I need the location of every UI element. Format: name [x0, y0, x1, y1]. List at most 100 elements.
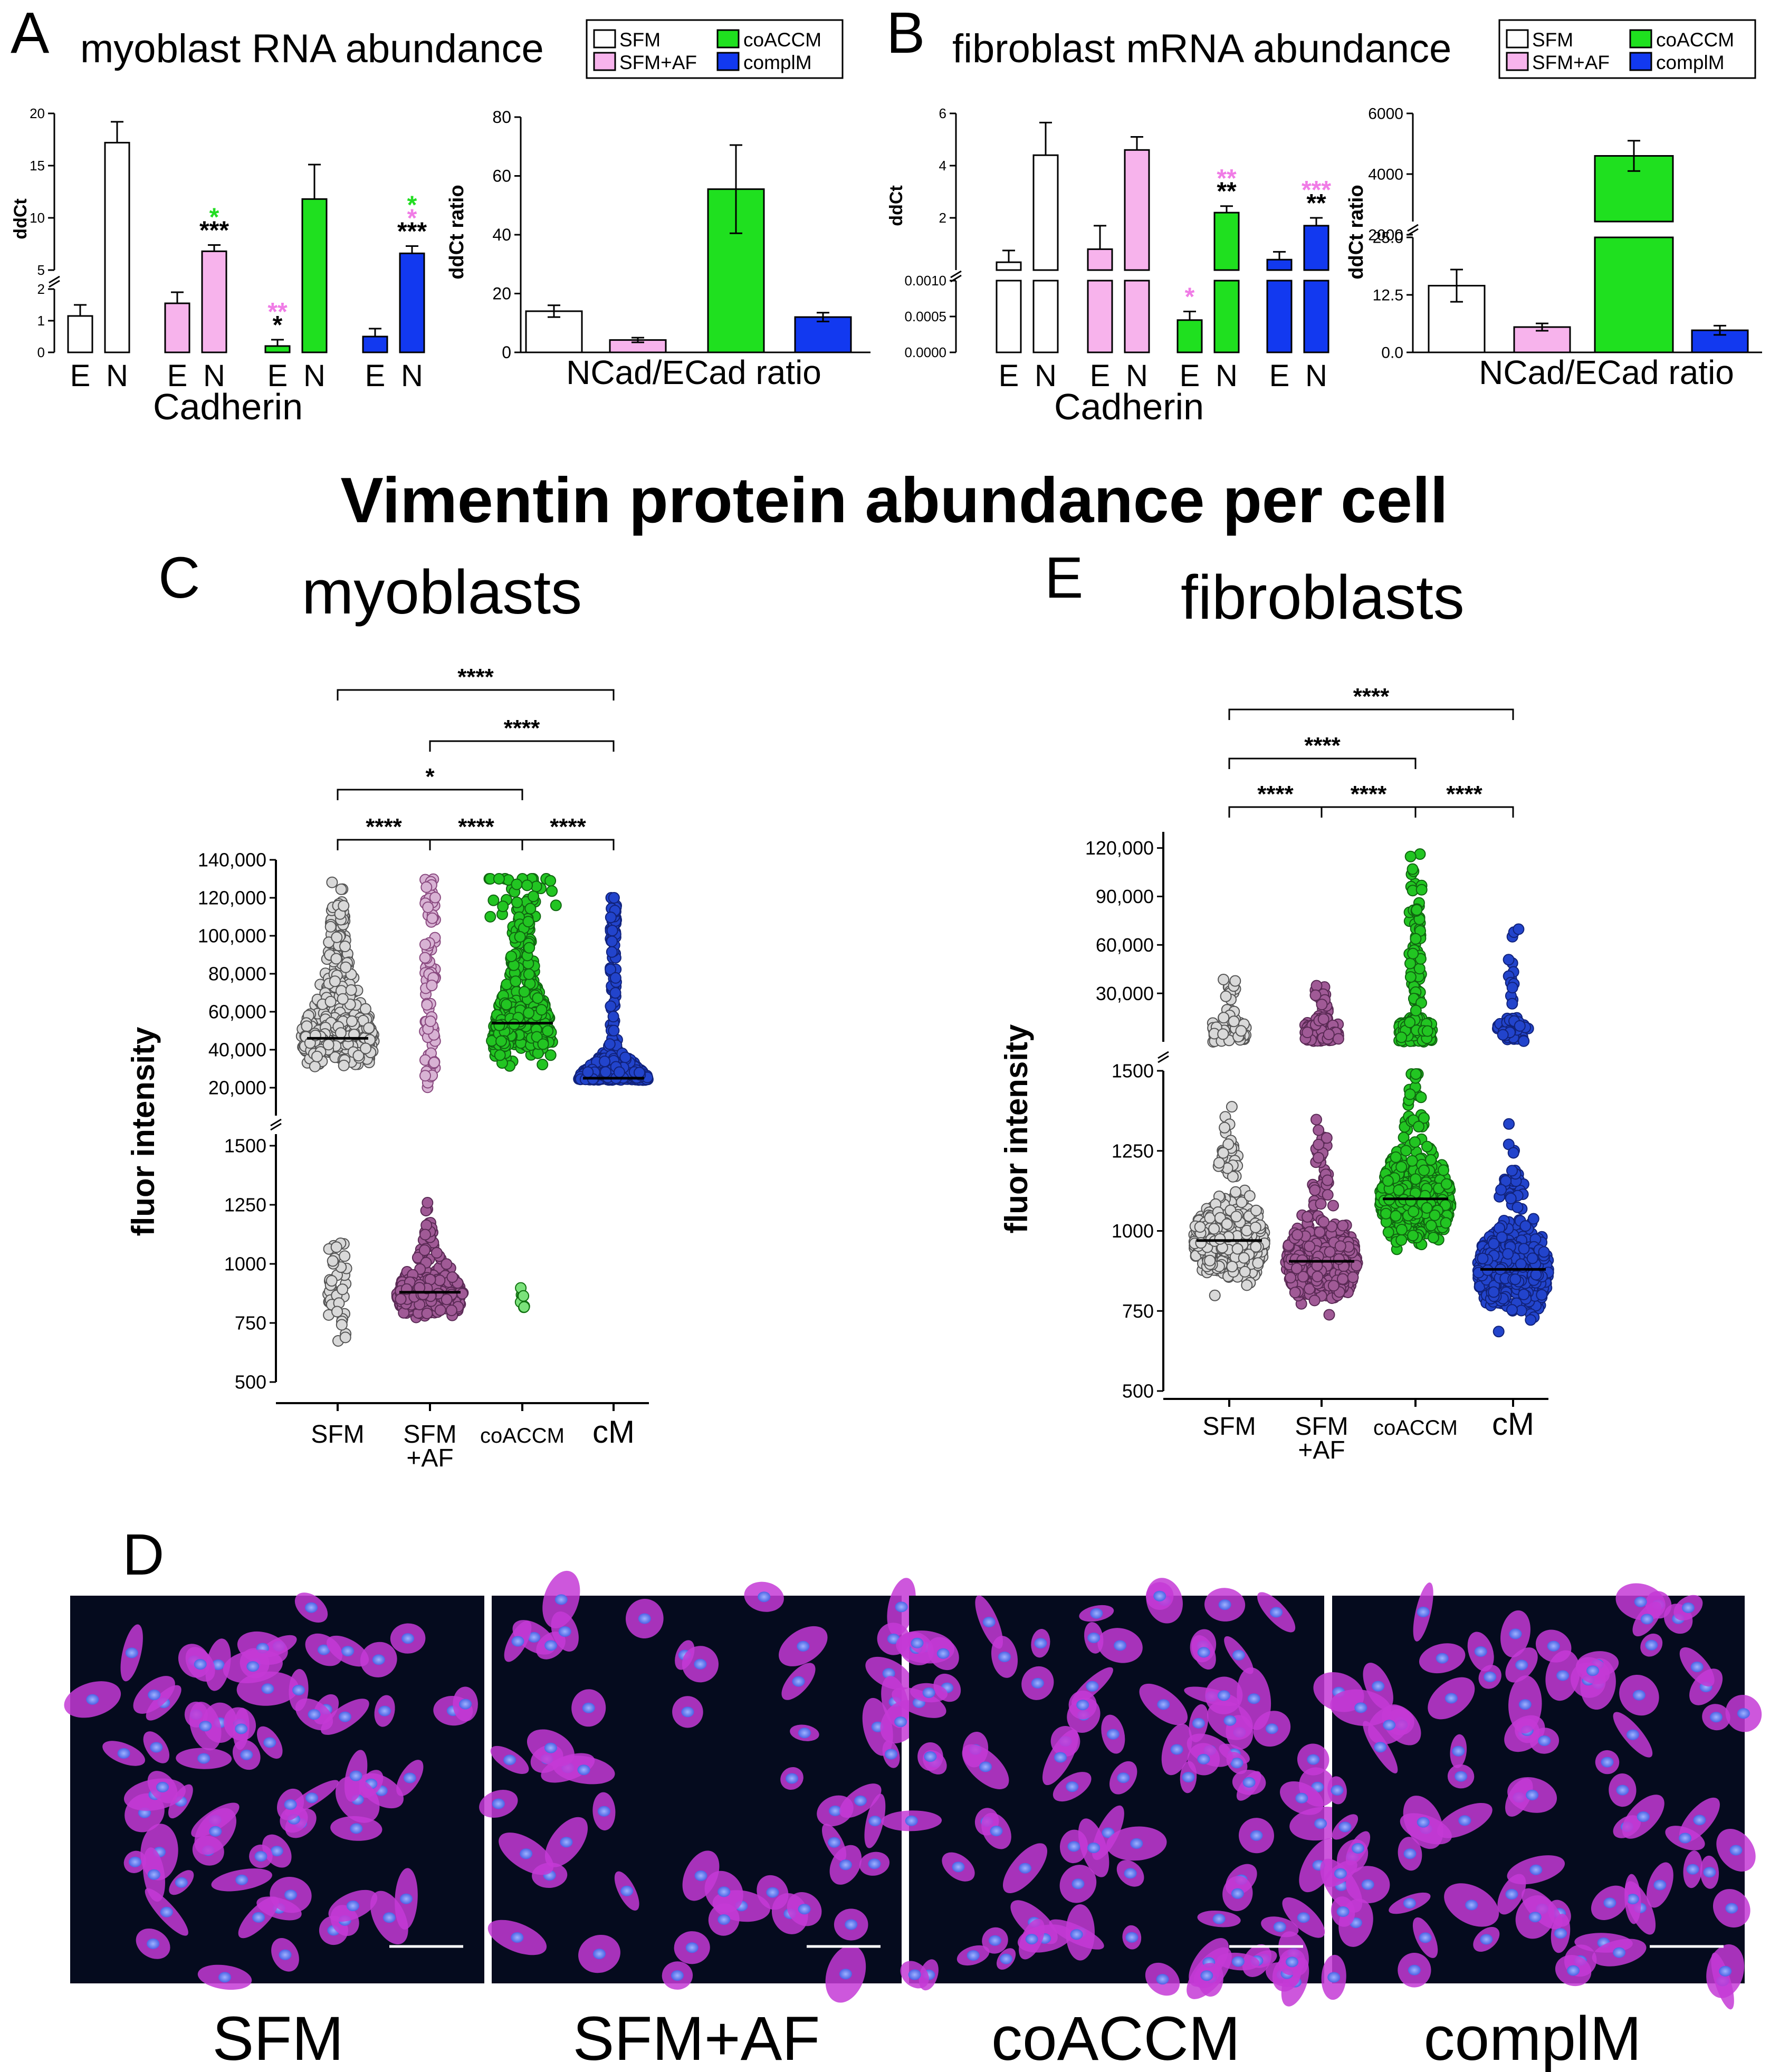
data-point	[1418, 1164, 1430, 1176]
tick-label: 80,000	[208, 963, 266, 985]
data-point	[604, 1038, 616, 1050]
tick-label: 0.0000	[904, 344, 946, 360]
tick-label: 500	[1122, 1380, 1154, 1402]
axis-label-y: ddCt	[886, 185, 906, 226]
data-point	[324, 995, 337, 1008]
data-point	[434, 1304, 446, 1316]
data-point	[1327, 1280, 1340, 1292]
tick-label: 6000	[1368, 105, 1403, 123]
data-point	[1438, 1164, 1449, 1176]
data-point	[446, 1271, 458, 1283]
data-point	[1395, 1234, 1408, 1246]
data-point	[605, 1000, 617, 1012]
data-point	[1347, 1271, 1359, 1283]
data-point	[421, 1307, 433, 1319]
data-point	[1414, 848, 1426, 860]
data-point	[514, 931, 526, 943]
data-point	[523, 942, 535, 954]
tick-label: 5	[37, 262, 45, 278]
data-point	[1327, 1200, 1339, 1212]
data-point	[330, 1241, 342, 1253]
bar	[1266, 280, 1293, 353]
tick-label: 10	[30, 210, 45, 226]
data-point	[430, 1247, 443, 1259]
data-point	[1239, 1265, 1251, 1278]
data-point	[487, 894, 500, 906]
bar	[1124, 149, 1150, 271]
bar	[362, 335, 388, 353]
legend-swatch-sfmaf	[593, 52, 616, 71]
data-point	[1309, 1184, 1321, 1196]
data-point	[426, 980, 438, 992]
data-point	[1291, 1229, 1304, 1241]
data-point	[1395, 1031, 1408, 1043]
data-point	[1302, 1211, 1314, 1223]
data-point	[528, 890, 539, 903]
data-point	[419, 1229, 431, 1241]
data-point	[1252, 1257, 1264, 1269]
data-point	[1513, 923, 1525, 935]
data-point	[1400, 1145, 1412, 1157]
data-point	[1314, 1226, 1326, 1238]
legend-b: SFM SFM+AF coACCM complM	[1498, 19, 1756, 79]
tick-label: 20	[492, 284, 511, 303]
data-point	[331, 1306, 343, 1318]
bar	[399, 252, 425, 353]
tick-label: 15	[30, 158, 45, 174]
data-point	[335, 883, 347, 895]
data-point	[1315, 1198, 1327, 1210]
data-point	[1322, 1189, 1334, 1201]
data-point	[445, 1304, 457, 1317]
data-point	[1440, 1217, 1452, 1229]
data-point	[1230, 1211, 1242, 1223]
data-point	[1309, 989, 1322, 1001]
data-point	[599, 1056, 611, 1068]
tick-label: 30,000	[1096, 983, 1154, 1004]
data-point	[518, 986, 530, 998]
significance-bracket	[337, 839, 431, 850]
data-point	[456, 1288, 468, 1300]
panel-letter-a: A	[11, 1, 50, 65]
data-point	[1425, 1220, 1437, 1232]
panel-e-title: fibroblasts	[1181, 563, 1465, 632]
tick-label: 1250	[224, 1194, 266, 1216]
data-point	[550, 899, 562, 912]
data-point	[424, 1015, 436, 1028]
data-point	[1407, 947, 1419, 960]
data-point	[523, 1007, 535, 1019]
x-tick-label: N	[1126, 359, 1148, 393]
x-tick-label: cM	[1492, 1406, 1534, 1442]
data-point	[1390, 1151, 1402, 1163]
data-point	[418, 1244, 430, 1256]
data-point	[495, 1035, 507, 1047]
x-tick-label: cM	[592, 1414, 635, 1450]
significance-bracket	[521, 839, 615, 850]
data-point	[422, 901, 434, 913]
axis-label-x: NCad/ECad ratio	[566, 353, 821, 391]
data-point	[1313, 1152, 1325, 1164]
data-point	[1219, 1121, 1231, 1134]
data-point	[1380, 1207, 1392, 1220]
tick-label: 6	[939, 105, 946, 121]
data-point	[1214, 1233, 1226, 1245]
bar	[1213, 280, 1240, 353]
data-point	[1503, 954, 1515, 966]
data-point	[346, 1015, 358, 1027]
x-tick-label: N	[1035, 359, 1057, 393]
data-point	[510, 975, 522, 987]
data-point	[1228, 1015, 1240, 1028]
legend-label: coACCM	[743, 29, 821, 51]
tick-label: 750	[235, 1312, 266, 1334]
bar	[301, 198, 328, 353]
data-point	[1410, 933, 1422, 945]
data-point	[1323, 1309, 1335, 1321]
data-point	[1308, 1294, 1321, 1307]
tick-label: 60	[492, 167, 511, 186]
data-point	[1382, 1226, 1394, 1238]
data-point	[1230, 1186, 1242, 1198]
data-point	[1217, 1147, 1229, 1159]
data-point	[1415, 1091, 1427, 1104]
bar	[1087, 280, 1113, 353]
bar	[1032, 280, 1059, 353]
